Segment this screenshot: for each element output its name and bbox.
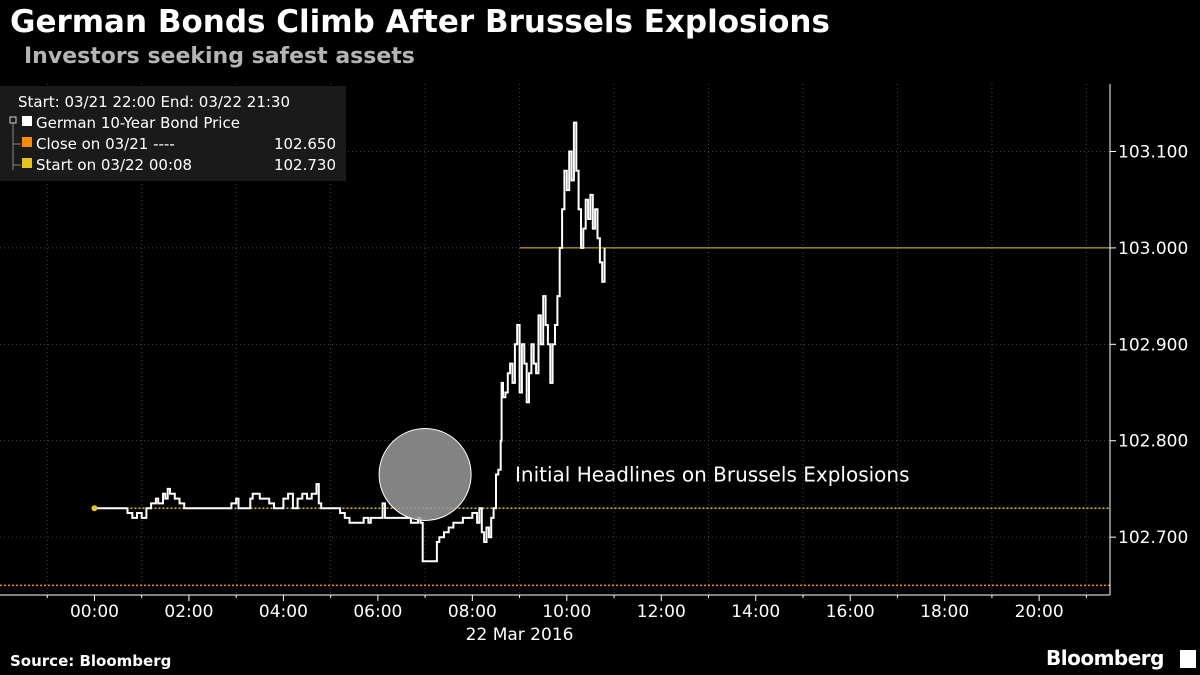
x-tick-label: 12:00 <box>637 602 686 622</box>
legend-header: Start: 03/21 22:00 End: 03/22 21:30 <box>18 93 290 111</box>
source-note: Source: Bloomberg <box>10 652 172 670</box>
legend-box: Start: 03/21 22:00 End: 03/22 21:30 Germ… <box>0 86 346 181</box>
legend-value-close: 102.650 <box>274 135 336 153</box>
legend-swatch-close <box>22 137 32 147</box>
bloomberg-logo: Bloomberg <box>1046 646 1164 670</box>
x-tick-label: 16:00 <box>826 602 875 622</box>
annotation-layer: Initial Headlines on Brussels Explosions <box>378 427 910 521</box>
highlight-circle <box>378 427 472 521</box>
page-title: German Bonds Climb After Brussels Explos… <box>10 4 830 40</box>
x-tick-label: 18:00 <box>920 602 969 622</box>
series-layer <box>91 121 606 563</box>
annotation-label: Initial Headlines on Brussels Explosions <box>515 462 910 486</box>
y-tick-label: 102.800 <box>1118 432 1188 452</box>
x-tick-label: 20:00 <box>1015 602 1064 622</box>
bloomberg-badge-icon <box>1180 650 1196 668</box>
legend-value-start: 102.730 <box>274 156 336 174</box>
x-tick-label: 04:00 <box>259 602 308 622</box>
x-tick-label: 00:00 <box>70 602 119 622</box>
series-start-marker <box>91 505 98 512</box>
reference-lines <box>0 247 1110 587</box>
axis-layer: 102.700 102.800 102.900 103.000 103.100 00:00… <box>0 84 1188 645</box>
legend-label-close: Close on 03/21 ---- <box>36 135 175 153</box>
x-date-label: 22 Mar 2016 <box>466 625 574 645</box>
y-tick-label: 103.000 <box>1118 239 1188 259</box>
x-tick-label: 08:00 <box>448 602 497 622</box>
x-tick-label: 10:00 <box>542 602 591 622</box>
x-tick-label: 06:00 <box>353 602 402 622</box>
legend-background <box>0 86 346 181</box>
series-line-german-10y <box>94 121 606 563</box>
legend-label-price: German 10-Year Bond Price <box>36 114 240 132</box>
y-tick-label: 102.900 <box>1118 335 1188 355</box>
legend-label-start: Start on 03/22 00:08 <box>36 156 192 174</box>
legend-swatch-price <box>22 116 32 126</box>
y-tick-label: 102.700 <box>1118 528 1188 548</box>
x-tick-label: 14:00 <box>731 602 780 622</box>
page-subtitle: Investors seeking safest assets <box>24 44 415 69</box>
x-tick-label: 02:00 <box>164 602 213 622</box>
y-tick-label: 103.100 <box>1118 142 1188 162</box>
legend-swatch-start <box>22 158 32 168</box>
